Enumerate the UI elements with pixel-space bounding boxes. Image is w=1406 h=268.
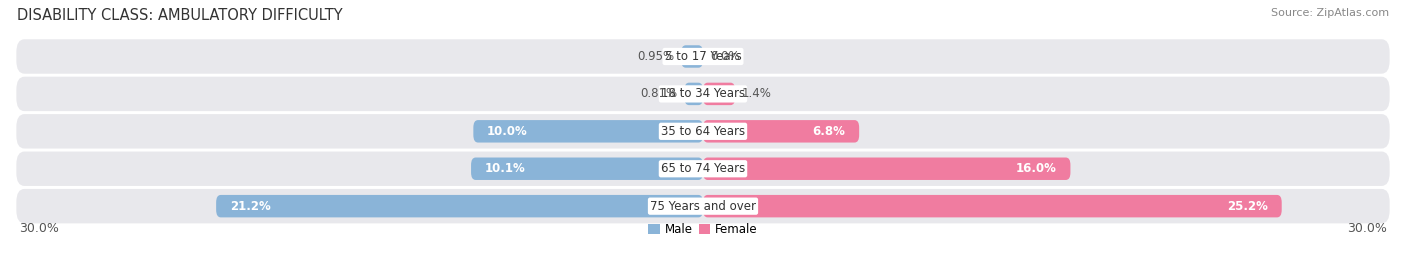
Text: 5 to 17 Years: 5 to 17 Years <box>665 50 741 63</box>
FancyBboxPatch shape <box>703 195 1282 217</box>
Text: 0.81%: 0.81% <box>640 87 678 100</box>
FancyBboxPatch shape <box>685 83 703 105</box>
Legend: Male, Female: Male, Female <box>644 218 762 240</box>
Text: DISABILITY CLASS: AMBULATORY DIFFICULTY: DISABILITY CLASS: AMBULATORY DIFFICULTY <box>17 8 343 23</box>
FancyBboxPatch shape <box>703 120 859 143</box>
FancyBboxPatch shape <box>471 158 703 180</box>
FancyBboxPatch shape <box>17 189 1389 223</box>
FancyBboxPatch shape <box>217 195 703 217</box>
Text: 0.0%: 0.0% <box>710 50 740 63</box>
FancyBboxPatch shape <box>17 151 1389 186</box>
Text: 30.0%: 30.0% <box>1347 222 1388 235</box>
Text: 10.0%: 10.0% <box>486 125 527 138</box>
FancyBboxPatch shape <box>17 39 1389 74</box>
Text: 25.2%: 25.2% <box>1227 200 1268 213</box>
Text: 0.95%: 0.95% <box>637 50 675 63</box>
FancyBboxPatch shape <box>17 77 1389 111</box>
Text: 18 to 34 Years: 18 to 34 Years <box>661 87 745 100</box>
FancyBboxPatch shape <box>474 120 703 143</box>
Text: 21.2%: 21.2% <box>231 200 271 213</box>
Text: 10.1%: 10.1% <box>485 162 526 175</box>
FancyBboxPatch shape <box>703 83 735 105</box>
FancyBboxPatch shape <box>703 158 1070 180</box>
Text: Source: ZipAtlas.com: Source: ZipAtlas.com <box>1271 8 1389 18</box>
Text: 30.0%: 30.0% <box>18 222 59 235</box>
Text: 35 to 64 Years: 35 to 64 Years <box>661 125 745 138</box>
Text: 16.0%: 16.0% <box>1015 162 1057 175</box>
FancyBboxPatch shape <box>681 45 703 68</box>
FancyBboxPatch shape <box>17 114 1389 148</box>
Text: 1.4%: 1.4% <box>742 87 772 100</box>
Text: 6.8%: 6.8% <box>813 125 845 138</box>
Text: 65 to 74 Years: 65 to 74 Years <box>661 162 745 175</box>
Text: 75 Years and over: 75 Years and over <box>650 200 756 213</box>
